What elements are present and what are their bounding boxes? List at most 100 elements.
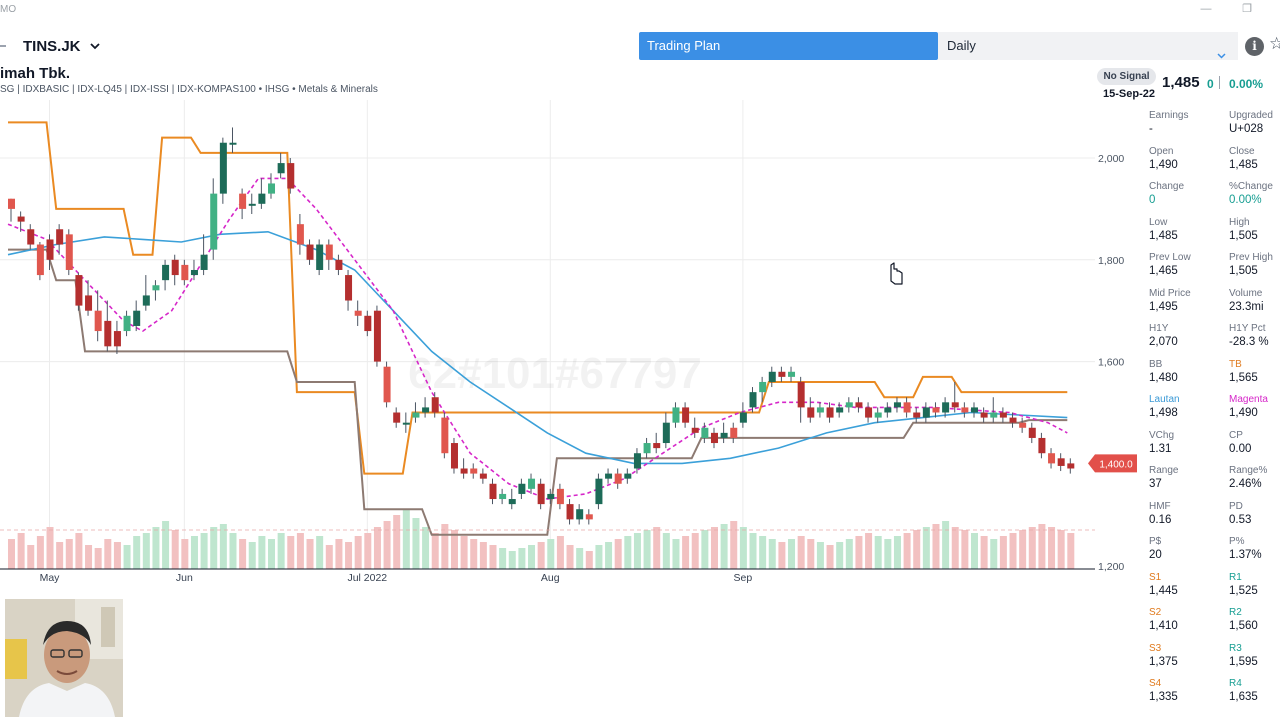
volume-bar — [142, 533, 150, 569]
x-tick-label: May — [40, 572, 61, 584]
magenta-line — [7, 177, 1068, 500]
candle-body — [268, 183, 276, 194]
candle-body — [653, 443, 661, 449]
stat-value: 2.46% — [1229, 478, 1262, 490]
volume-bar — [8, 539, 15, 569]
candle-body — [142, 295, 150, 306]
candle-body — [614, 473, 622, 484]
volume-bar — [75, 533, 83, 569]
stat-label: Mid Price — [1149, 287, 1191, 299]
stat-value: 23.3mi — [1229, 300, 1264, 313]
candle-body — [739, 412, 747, 423]
chevron-down-icon[interactable] — [1217, 41, 1226, 69]
stat-cell: R3 1,595 — [1229, 643, 1280, 668]
stat-cell: Prev Low 1,465 — [1149, 252, 1211, 277]
candle-body — [479, 473, 487, 479]
candle-body — [730, 427, 738, 438]
stat-label: P$ — [1149, 536, 1162, 547]
symbol-selector[interactable]: TINS.JK — [0, 34, 100, 58]
volume-bar — [123, 545, 131, 569]
volume-bar — [932, 524, 940, 569]
volume-bar — [200, 533, 208, 569]
stat-label: %Change — [1229, 181, 1273, 192]
indicator-lines — [7, 121, 1068, 536]
candle-body — [383, 366, 391, 403]
stat-value: -28.3 % — [1229, 336, 1269, 348]
stat-value: 1,485 — [1149, 229, 1178, 242]
volume-bar — [537, 542, 545, 569]
stat-value: 1.31 — [1149, 442, 1172, 455]
candle-body — [113, 331, 121, 347]
volume-bar — [27, 545, 35, 569]
volume-bar — [759, 536, 767, 569]
y-tick-label: 1,200 — [1098, 561, 1124, 573]
star-icon[interactable]: ☆ — [1269, 34, 1280, 53]
candle-body — [942, 402, 950, 413]
stat-value: 1,595 — [1229, 655, 1258, 668]
candle-body — [797, 381, 805, 408]
chart-canvas[interactable]: 62#101#67797 2,000 1,800 1,600 1,200 May Jun J… — [0, 100, 1140, 600]
volume-bar — [710, 527, 718, 569]
trading-plan-button[interactable]: Trading Plan — [639, 32, 938, 60]
quote-date: 15-Sep-22 — [1103, 88, 1155, 100]
y-tick-label: 2,000 — [1098, 153, 1124, 165]
stat-value: 1,498 — [1149, 407, 1178, 419]
volume-bar — [865, 533, 873, 569]
candle-body — [1057, 458, 1065, 466]
stat-cell: CP 0.00 — [1229, 430, 1280, 455]
restore-button[interactable]: ❐ — [1242, 3, 1252, 15]
volume-bar — [1057, 530, 1065, 569]
stat-value: 2,070 — [1149, 336, 1178, 348]
volume-bar — [479, 542, 487, 569]
candle-body — [460, 468, 468, 474]
price-change-percent: 0.00% — [1229, 77, 1264, 91]
x-tick-label: Jun — [176, 572, 193, 584]
candle-body — [17, 216, 25, 222]
candle-body — [441, 417, 449, 454]
candle-body — [788, 371, 796, 377]
stat-label: HMF — [1149, 500, 1171, 512]
webcam-overlay — [5, 599, 123, 717]
candle-body — [971, 407, 978, 413]
volume-bar — [633, 533, 641, 569]
stat-cell: Change 0 — [1149, 181, 1211, 206]
volume-bar — [730, 521, 738, 569]
candle-body — [412, 412, 420, 418]
stat-value: 0.53 — [1229, 513, 1252, 526]
minimize-button[interactable]: — — [1200, 3, 1212, 15]
stat-label: R1 — [1229, 571, 1242, 583]
stat-value: 1,490 — [1229, 407, 1258, 419]
candle-body — [566, 504, 574, 520]
stat-cell: HMF 0.16 — [1149, 501, 1211, 526]
info-icon[interactable]: i — [1245, 37, 1264, 56]
volume-bar — [46, 527, 54, 569]
volume-bar — [36, 536, 44, 569]
volume-bar — [316, 536, 324, 569]
stat-label: Low — [1149, 216, 1168, 228]
volume-bar — [364, 533, 372, 569]
candle-body — [104, 320, 112, 347]
interval-value: Daily — [947, 38, 976, 53]
stat-label: VChg — [1149, 429, 1175, 441]
candle-body — [1009, 417, 1017, 423]
back-indicator — [0, 45, 6, 47]
candle-body — [508, 499, 516, 505]
stat-cell: Lautan 1,498 — [1149, 394, 1211, 419]
volume-bar — [268, 539, 276, 569]
volume-bar — [990, 539, 998, 569]
stat-label: Prev Low — [1149, 252, 1191, 263]
price-chart[interactable]: 62#101#67797 2,000 1,800 1,600 1,200 May Jun J… — [0, 100, 1140, 600]
chevron-down-icon[interactable] — [89, 37, 100, 55]
candle-body — [816, 407, 824, 413]
candle-body — [287, 163, 295, 189]
candle-body — [1019, 422, 1027, 428]
volume-bar — [643, 530, 651, 569]
volume-bar — [17, 533, 25, 569]
interval-select[interactable]: Daily — [938, 32, 1238, 60]
candle-body — [624, 473, 632, 479]
stat-value: 1,505 — [1229, 229, 1258, 242]
candle-body — [171, 259, 179, 276]
stat-cell: H1Y 2,070 — [1149, 323, 1211, 348]
stat-value: 1,480 — [1149, 371, 1178, 384]
stat-label: Close — [1229, 145, 1255, 157]
